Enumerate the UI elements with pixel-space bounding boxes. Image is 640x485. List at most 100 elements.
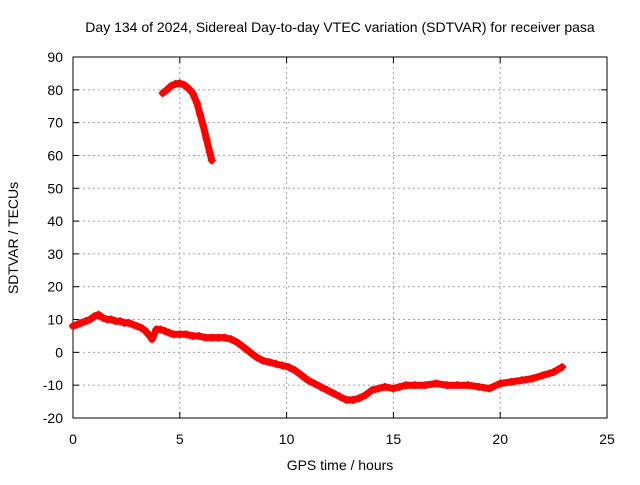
data-point — [196, 110, 205, 119]
y-tick-label: 90 — [47, 49, 63, 65]
data-point — [297, 371, 306, 380]
data-point — [160, 327, 169, 336]
data-point — [246, 348, 255, 357]
y-tick-label: -20 — [43, 410, 63, 426]
series-track-1 — [159, 79, 216, 164]
data-point — [284, 363, 293, 372]
data-point — [182, 330, 191, 339]
data-point — [558, 363, 567, 372]
data-point — [73, 320, 82, 329]
x-tick-label: 15 — [386, 431, 402, 447]
data-point — [175, 79, 184, 88]
grid-layer — [73, 57, 607, 418]
data-point — [464, 381, 473, 390]
y-tick-label: 10 — [47, 312, 63, 328]
data-point — [361, 391, 370, 400]
y-tick-label: 0 — [55, 344, 63, 360]
y-tick-label: 50 — [47, 180, 63, 196]
data-point — [195, 331, 204, 340]
x-tick-label: 25 — [599, 431, 615, 447]
data-point — [329, 389, 338, 398]
data-point — [380, 382, 389, 391]
y-tick-label: 20 — [47, 279, 63, 295]
data-point — [368, 386, 377, 395]
data-point — [205, 148, 214, 157]
data-layer — [69, 79, 567, 404]
data-point — [453, 381, 462, 390]
data-point — [348, 395, 357, 404]
data-point — [94, 310, 103, 319]
data-point — [528, 374, 537, 383]
y-tick-label: -10 — [43, 377, 63, 393]
plot-frame — [72, 56, 608, 419]
data-point — [252, 353, 261, 362]
data-point — [323, 386, 332, 395]
chart-title: Day 134 of 2024, Sidereal Day-to-day VTE… — [85, 19, 595, 35]
data-point — [227, 335, 236, 344]
data-point — [402, 381, 411, 390]
data-point — [421, 381, 430, 390]
data-point — [98, 313, 107, 322]
data-point — [303, 376, 312, 385]
data-point — [167, 81, 176, 90]
data-point — [442, 381, 451, 390]
y-axis-label: SDTVAR / TECUs — [5, 182, 21, 294]
ticks-layer: 0 5 10 15 20 25 -20 -10 0 10 20 30 40 50 60 70 80 90 — [43, 49, 615, 447]
data-point — [128, 320, 137, 329]
data-point — [141, 327, 150, 336]
data-point — [86, 315, 95, 324]
x-tick-label: 10 — [279, 431, 295, 447]
data-point — [410, 381, 419, 390]
data-point — [374, 384, 383, 393]
data-point — [259, 356, 268, 365]
y-tick-label: 40 — [47, 213, 63, 229]
data-point — [485, 384, 494, 393]
data-point — [538, 371, 547, 380]
data-point — [310, 379, 319, 388]
data-point — [162, 85, 171, 94]
data-point — [271, 359, 280, 368]
data-point — [115, 317, 124, 326]
data-point — [316, 382, 325, 391]
data-point — [395, 382, 404, 391]
data-point — [90, 312, 99, 321]
data-point — [506, 377, 515, 386]
data-point — [81, 317, 90, 326]
data-point — [165, 328, 174, 337]
data-point — [184, 84, 193, 93]
data-point — [156, 325, 165, 334]
data-point — [432, 379, 441, 388]
data-point — [77, 318, 86, 327]
data-point — [158, 89, 167, 98]
data-point — [517, 376, 526, 385]
data-point — [180, 80, 189, 89]
data-point — [199, 121, 208, 130]
y-tick-label: 30 — [47, 246, 63, 262]
y-tick-label: 80 — [47, 82, 63, 98]
data-point — [355, 394, 364, 403]
data-point — [474, 382, 483, 391]
data-point — [188, 89, 197, 98]
x-tick-label: 20 — [492, 431, 508, 447]
data-point — [137, 323, 146, 332]
data-point — [207, 156, 216, 165]
data-point — [202, 135, 211, 144]
data-point — [336, 392, 344, 401]
data-point — [389, 384, 398, 393]
data-point — [265, 358, 274, 367]
x-tick-label: 0 — [69, 431, 77, 447]
data-point — [69, 322, 77, 331]
x-tick-label: 5 — [176, 431, 184, 447]
x-axis-label: GPS time / hours — [287, 457, 394, 473]
data-point — [133, 322, 142, 331]
data-point — [124, 318, 133, 327]
data-point — [107, 315, 116, 324]
data-point — [148, 335, 157, 344]
data-point — [549, 368, 558, 377]
data-point — [278, 361, 287, 370]
y-tick-label: 60 — [47, 147, 63, 163]
data-point — [239, 343, 248, 352]
data-point — [496, 379, 505, 388]
